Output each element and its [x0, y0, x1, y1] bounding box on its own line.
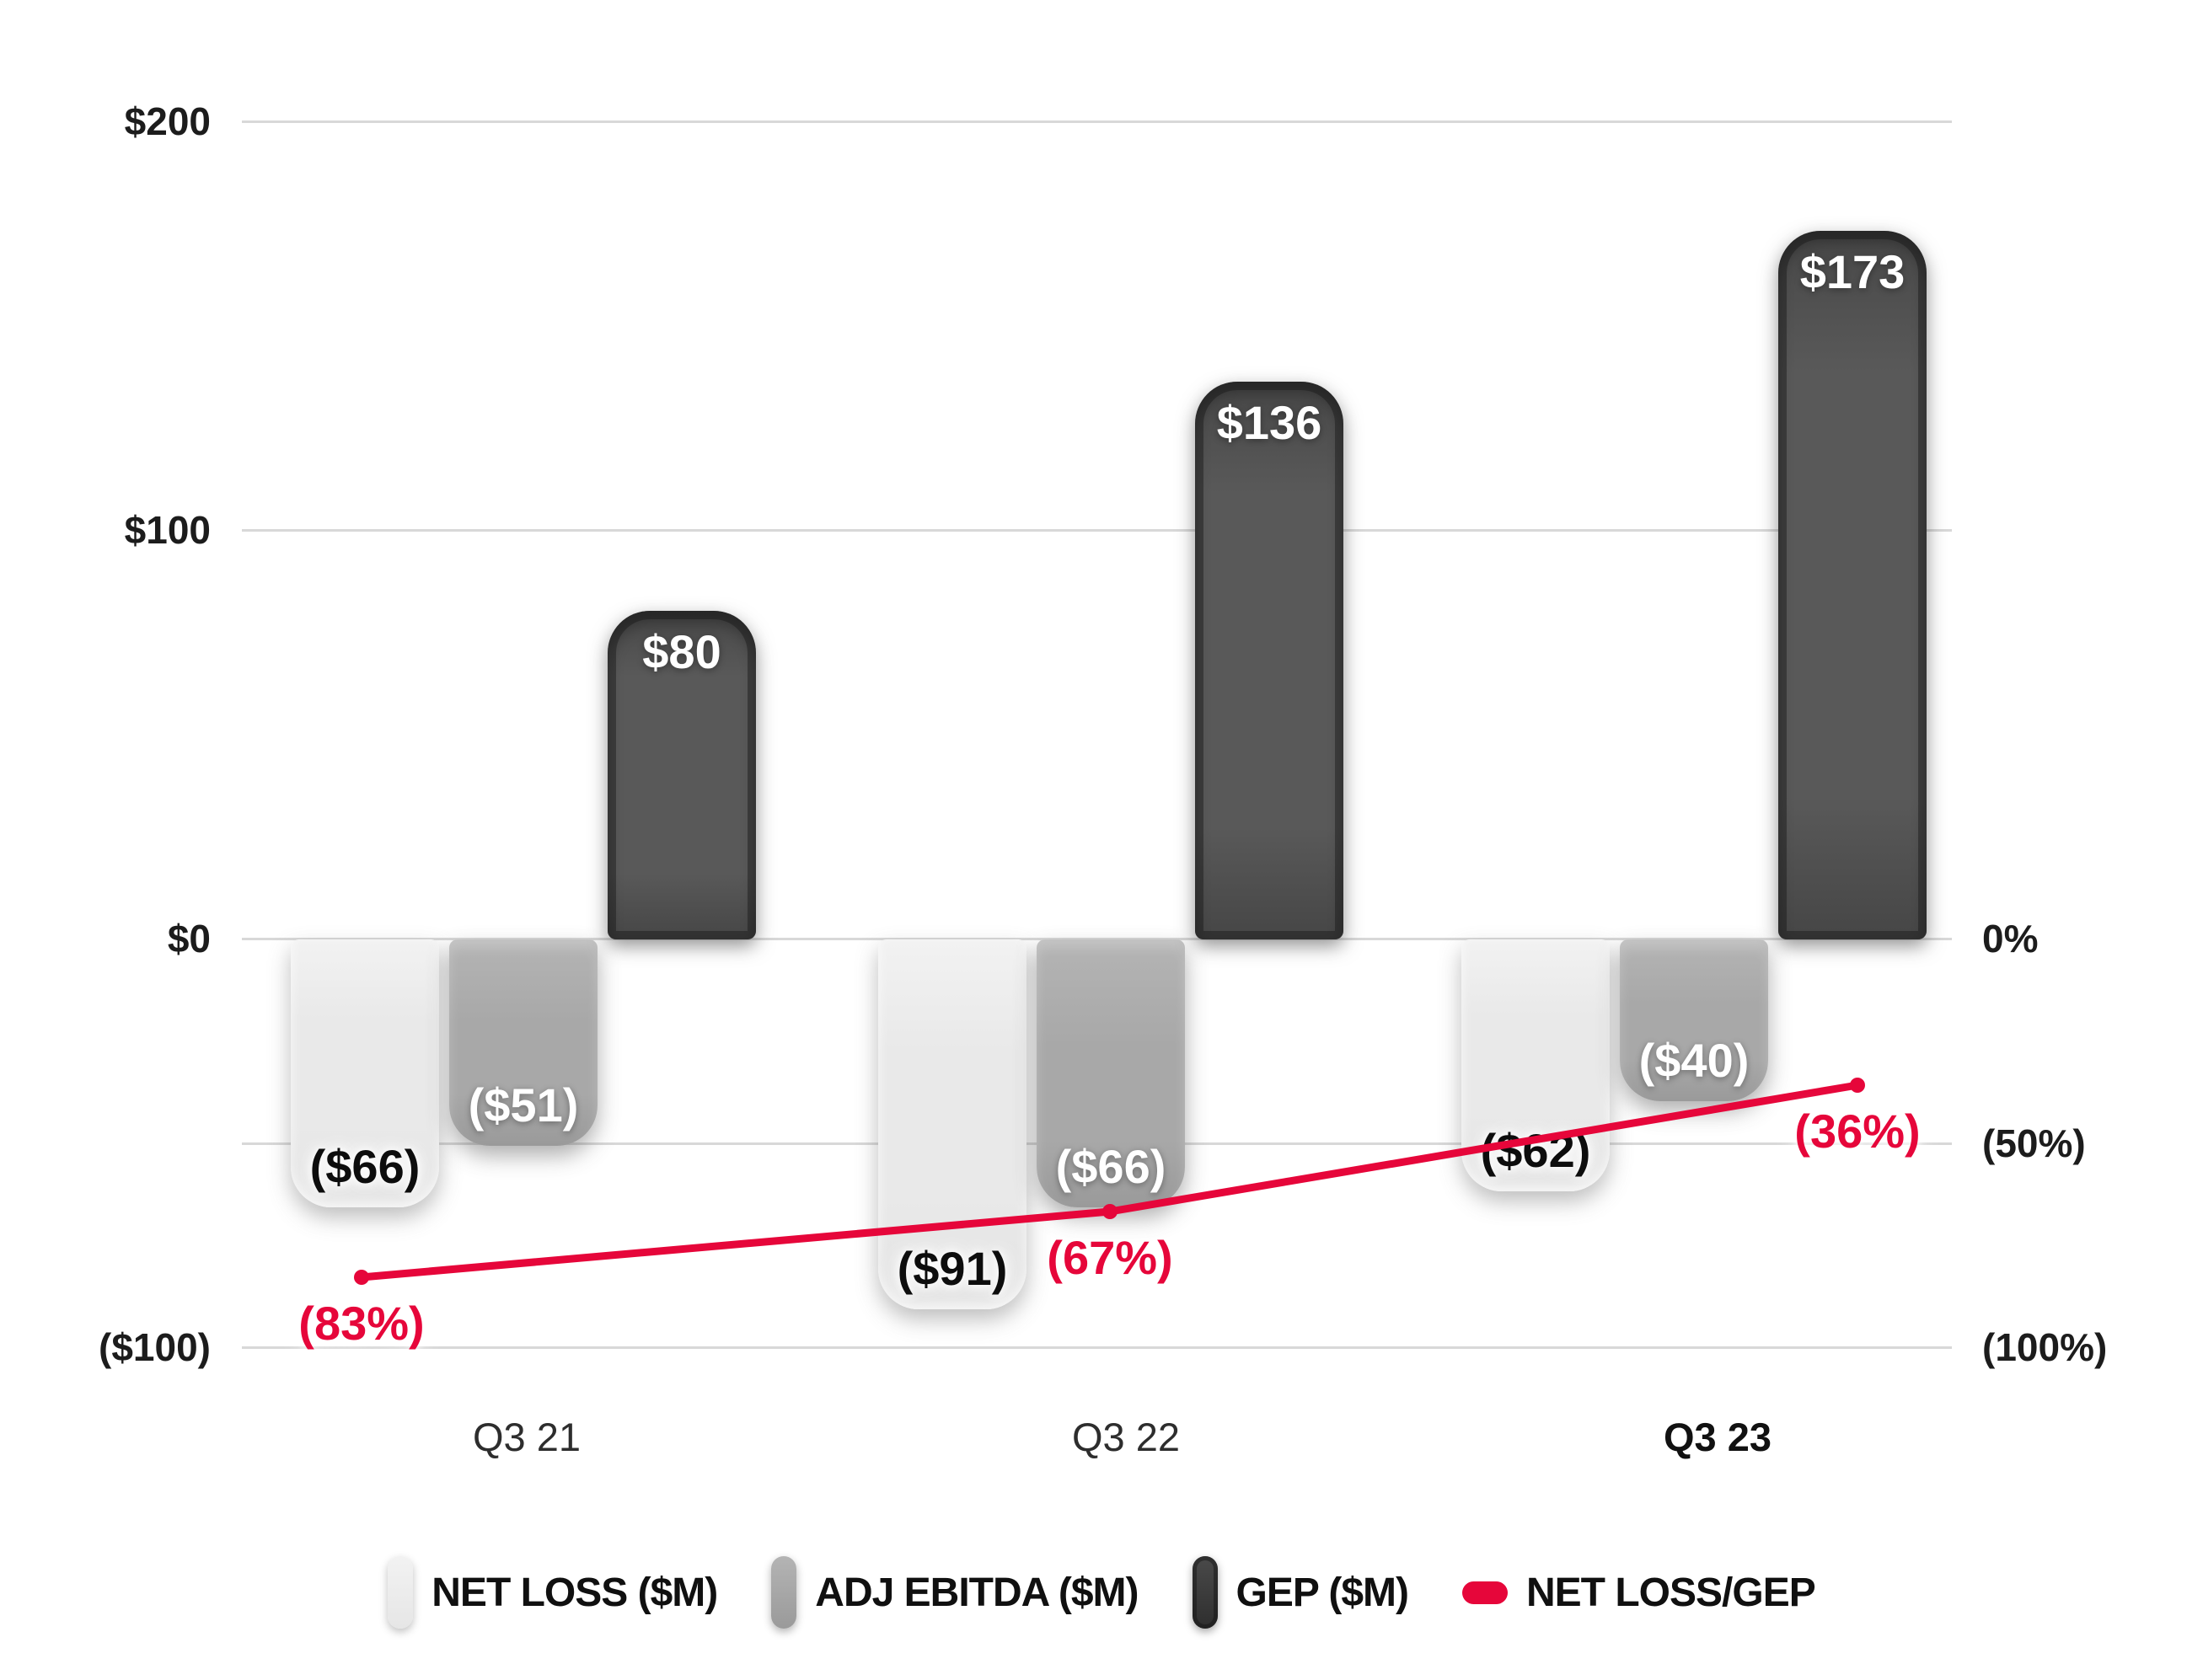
legend-swatch-net-loss-m — [388, 1556, 414, 1629]
bar-gep-m-q3-23: $173 — [1778, 231, 1927, 939]
legend-swatch-net-loss-gep — [1462, 1581, 1508, 1604]
bar-value-label: ($40) — [1638, 1034, 1750, 1087]
legend-item-label: NET LOSS ($M) — [431, 1570, 718, 1615]
legend-item-label: NET LOSS/GEP — [1526, 1570, 1816, 1615]
line-value-label: (67%) — [1047, 1231, 1173, 1284]
legend: NET LOSS ($M) ADJ EBITDA ($M) GEP ($M) NET … — [0, 1552, 2203, 1633]
legend-item-gep-m: GEP ($M) — [1192, 1556, 1409, 1629]
x-axis-category-label-q3-22: Q3 22 — [1071, 1415, 1181, 1459]
bar-adj-ebitda-m-q3-23: ($40) — [1620, 939, 1768, 1101]
y-axis-right-tick-label: (50%) — [1982, 1121, 2086, 1165]
legend-swatch-adj-ebitda-m — [771, 1556, 797, 1629]
line-value-label: (83%) — [298, 1297, 425, 1350]
bar-value-label: $173 — [1799, 245, 1906, 298]
gridline — [242, 1346, 1952, 1349]
legend-item-net-loss-gep: NET LOSS/GEP — [1462, 1570, 1816, 1616]
y-axis-right-tick-label: 0% — [1982, 917, 2039, 960]
gridline — [242, 938, 1952, 940]
line-value-label: (36%) — [1794, 1105, 1921, 1158]
legend-item-adj-ebitda-m: ADJ EBITDA ($M) — [771, 1556, 1139, 1629]
legend-item-label: GEP ($M) — [1236, 1570, 1409, 1615]
bar-value-label: $136 — [1216, 396, 1322, 449]
bar-gep-m-q3-21: $80 — [608, 611, 756, 939]
bar-gep-m-q3-22: $136 — [1195, 382, 1343, 939]
y-axis-left-tick-label: ($100) — [99, 1325, 211, 1369]
y-axis-left-tick-label: $200 — [124, 99, 211, 143]
y-axis-right-tick-label: (100%) — [1982, 1325, 2108, 1369]
gridline — [242, 120, 1952, 123]
x-axis-category-label-q3-21: Q3 21 — [472, 1415, 582, 1459]
y-axis-left-tick-label: $0 — [167, 917, 211, 960]
gridline — [242, 529, 1952, 532]
legend-item-net-loss-m: NET LOSS ($M) — [388, 1556, 718, 1629]
bar-value-label: $80 — [642, 625, 721, 678]
legend-item-label: ADJ EBITDA ($M) — [815, 1570, 1139, 1615]
legend-swatch-gep-m — [1192, 1556, 1218, 1629]
x-axis-category-label-q3-23: Q3 23 — [1663, 1415, 1772, 1459]
y-axis-left-tick-label: $100 — [124, 508, 211, 552]
